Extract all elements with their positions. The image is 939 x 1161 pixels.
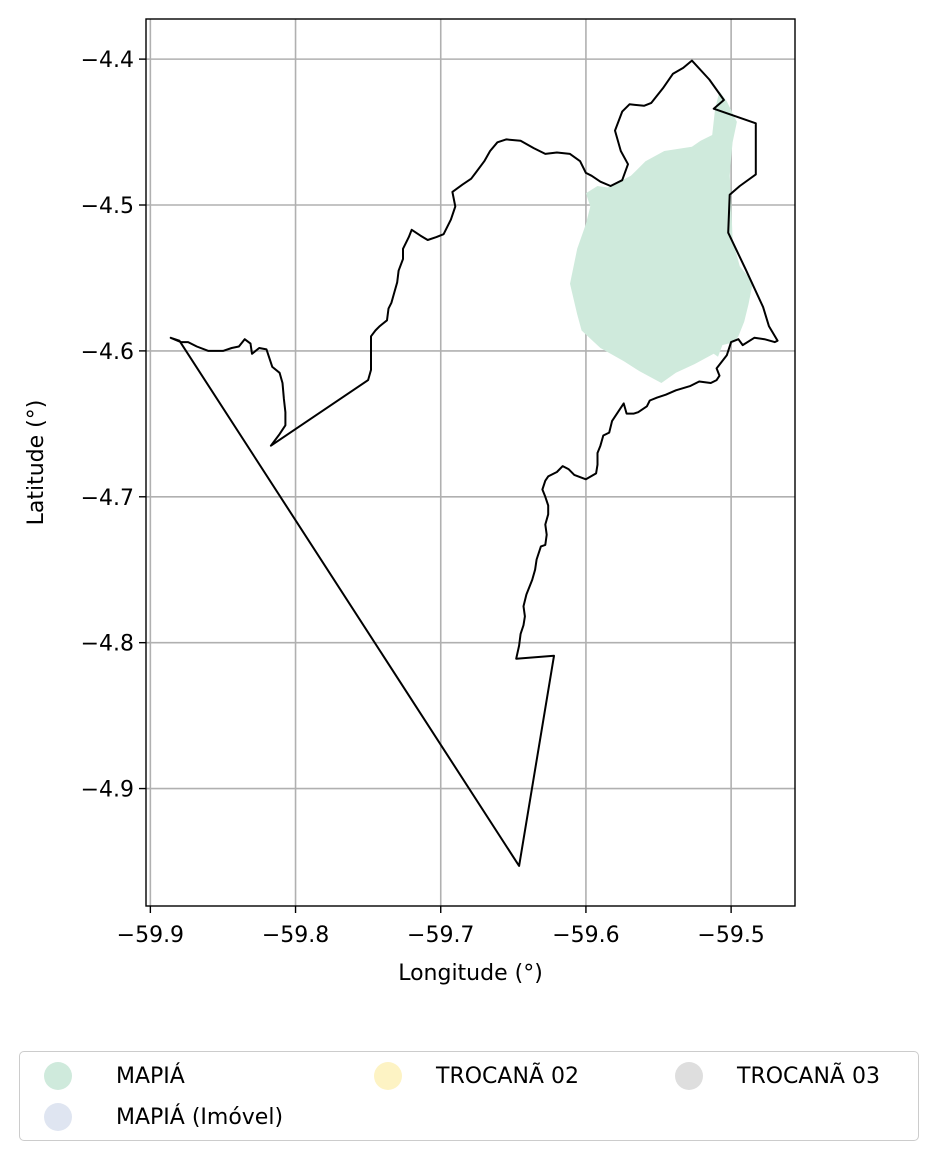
y-tick-label: −4.4 xyxy=(81,48,134,73)
legend-item-trocana-03: TROCANÃ 03 xyxy=(675,1061,880,1091)
legend-label-trocana-02: TROCANÃ 02 xyxy=(436,1063,579,1089)
grid xyxy=(146,19,795,906)
boundary-outline xyxy=(169,59,779,867)
legend-swatch-trocana-03 xyxy=(675,1062,703,1090)
x-tick-label: −59.6 xyxy=(552,923,619,948)
y-axis-label: Latitude (°) xyxy=(24,400,49,526)
legend-label-trocana-03: TROCANÃ 03 xyxy=(737,1063,880,1089)
legend-item-mapia-imovel: MAPIÁ (Imóvel) xyxy=(44,1102,283,1132)
boundary-layer xyxy=(169,59,779,867)
legend-swatch-mapia-imovel xyxy=(44,1103,72,1131)
tick-layer: −59.9 −59.8 −59.7 −59.6 −59.5 −4.4 −4.5 −4.6 −4.… xyxy=(81,48,765,948)
y-tick-label: −4.5 xyxy=(81,194,134,219)
legend-item-mapia: MAPIÁ xyxy=(44,1061,185,1091)
x-tick-label: −59.9 xyxy=(117,923,184,948)
legend-label-mapia-imovel: MAPIÁ (Imóvel) xyxy=(116,1104,284,1130)
x-tick-label: −59.5 xyxy=(697,923,764,948)
legend-swatch-trocana-02 xyxy=(374,1062,402,1090)
x-tick-label: −59.7 xyxy=(407,923,474,948)
y-tick-label: −4.7 xyxy=(81,486,134,511)
shaded-area-layer xyxy=(570,91,753,383)
axes-frame xyxy=(145,18,796,907)
legend-item-trocana-02: TROCANÃ 02 xyxy=(374,1061,579,1091)
legend: MAPIÁ TROCANÃ 02 TROCANÃ 03 MAPIÁ (Imóve… xyxy=(19,1051,919,1141)
x-axis-label: Longitude (°) xyxy=(398,961,543,986)
y-tick-label: −4.9 xyxy=(81,778,134,803)
legend-swatch-mapia xyxy=(44,1062,72,1090)
y-tick-label: −4.8 xyxy=(81,632,134,657)
y-tick-label: −4.6 xyxy=(81,340,134,365)
x-tick-label: −59.8 xyxy=(262,923,329,948)
legend-label-mapia: MAPIÁ xyxy=(116,1063,185,1089)
shaded-area-mapia xyxy=(570,91,753,383)
